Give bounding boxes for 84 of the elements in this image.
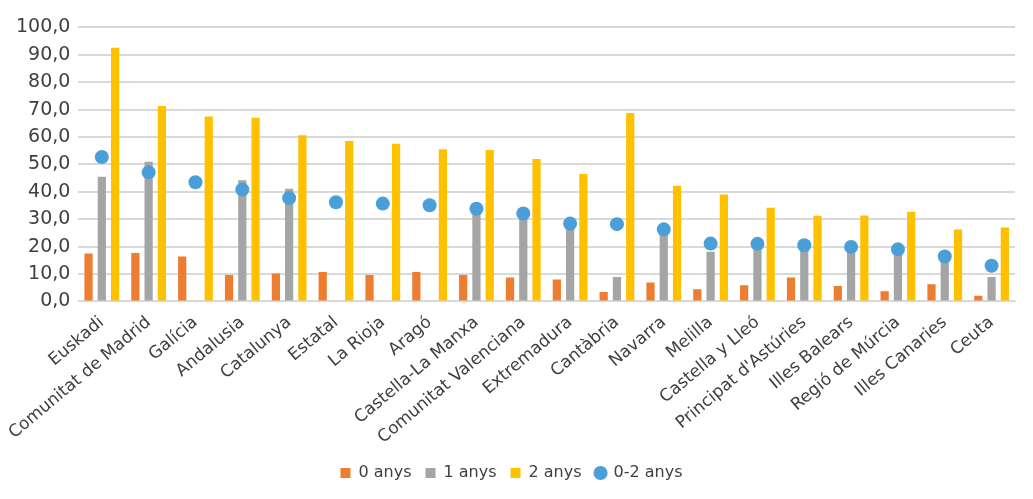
bar — [880, 291, 889, 301]
bar — [97, 176, 106, 301]
bar — [940, 260, 949, 301]
point — [328, 195, 343, 210]
bar — [178, 256, 187, 301]
point — [703, 236, 718, 251]
bar — [953, 229, 963, 301]
bar — [566, 227, 575, 301]
bar — [505, 277, 515, 301]
bar — [251, 117, 260, 301]
bar — [693, 289, 702, 301]
point — [563, 216, 578, 231]
legend-label: 0 anys — [358, 462, 412, 482]
bar — [391, 143, 401, 301]
bar — [813, 215, 822, 301]
bar — [365, 275, 374, 301]
point — [469, 201, 484, 216]
legend-label: 2 anys — [528, 462, 582, 482]
bar — [786, 277, 796, 301]
legend-label: 0-2 anys — [613, 462, 683, 482]
y-tick-label: 80,0 — [28, 69, 71, 92]
bar — [84, 253, 93, 301]
point — [188, 175, 203, 190]
point — [141, 165, 156, 180]
bar — [519, 216, 528, 301]
y-tick-label: 100,0 — [15, 14, 71, 37]
point — [516, 206, 531, 221]
point — [422, 198, 437, 213]
bar — [987, 277, 996, 301]
bar — [157, 106, 167, 301]
bar — [110, 47, 120, 301]
point — [797, 238, 812, 253]
bar — [204, 116, 213, 301]
point — [375, 196, 390, 211]
y-tick-label: 40,0 — [28, 178, 71, 201]
y-tick-label: 90,0 — [28, 41, 71, 64]
bar — [860, 215, 869, 301]
y-tick-label: 10,0 — [28, 260, 71, 283]
bar — [412, 272, 421, 301]
bar — [612, 277, 622, 301]
bar — [579, 174, 588, 301]
bar — [927, 284, 936, 301]
bar — [659, 232, 668, 301]
bar — [646, 282, 655, 301]
point — [844, 239, 859, 254]
y-tick-label: 20,0 — [28, 233, 71, 256]
y-tick-label: 60,0 — [28, 123, 71, 146]
bar — [224, 275, 234, 301]
bar — [907, 211, 916, 301]
y-tick-label: 30,0 — [28, 206, 71, 229]
bar — [438, 149, 447, 301]
bar — [552, 279, 561, 301]
bar — [706, 251, 715, 301]
point — [94, 150, 109, 165]
bar — [672, 185, 682, 301]
bar — [131, 252, 140, 301]
point — [609, 217, 624, 232]
bar — [318, 272, 327, 301]
point — [937, 249, 952, 264]
point — [656, 222, 671, 237]
bar — [740, 285, 749, 301]
bar — [833, 286, 842, 301]
bar — [753, 246, 762, 301]
bar — [626, 112, 635, 301]
bar — [271, 273, 280, 301]
y-tick-label: 0,0 — [40, 288, 71, 311]
bar — [485, 149, 494, 301]
bar — [766, 207, 775, 301]
bar — [459, 275, 468, 301]
y-tick-label: 70,0 — [28, 96, 71, 119]
point — [890, 242, 905, 257]
bar — [298, 135, 307, 301]
y-tick-label: 50,0 — [28, 151, 71, 174]
bar — [800, 249, 809, 301]
legend-label: 1 anys — [443, 462, 497, 482]
point — [750, 236, 765, 251]
point — [282, 191, 297, 206]
point — [984, 258, 999, 273]
bar — [1000, 227, 1009, 301]
bar — [599, 292, 608, 301]
bar — [719, 194, 728, 301]
bar — [532, 158, 541, 301]
point — [235, 182, 250, 197]
bar — [345, 141, 354, 301]
